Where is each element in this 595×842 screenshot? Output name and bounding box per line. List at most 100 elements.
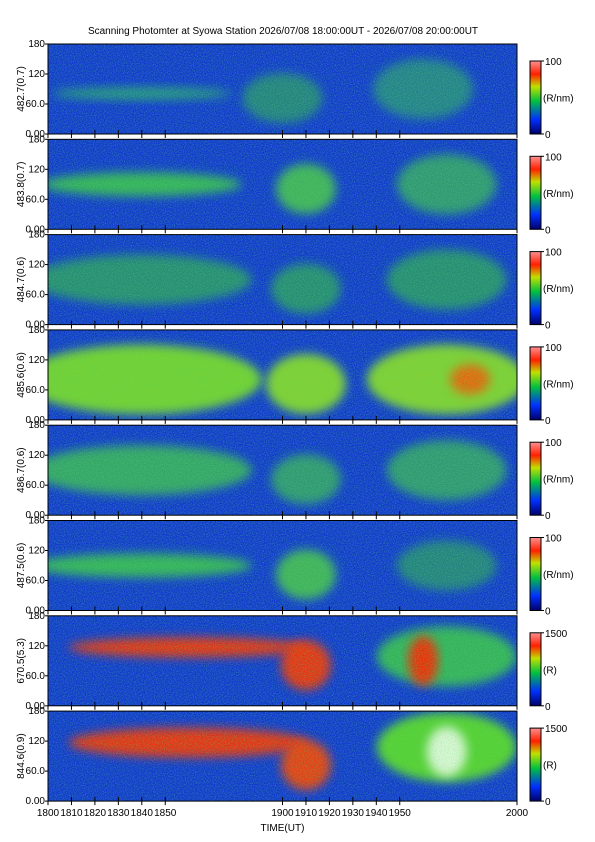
colorbar [529, 251, 542, 326]
panel: 0.00 60.0 120 180 1800 1810 1820 1830 1840 1850 19… [16, 706, 568, 819]
colorbar [529, 155, 542, 230]
panel: 0.00 60.0 120 180 485.6(0.6) 0 100 (R/nm) [16, 325, 574, 427]
x-tick-label: 1820 [84, 808, 107, 819]
y-tick-label: 120 [28, 641, 45, 652]
heatmap [48, 329, 517, 420]
colorbar [529, 441, 542, 516]
heatmap-noise [48, 711, 517, 802]
x-tick-label: 1920 [318, 808, 341, 819]
y-tick-label: 180 [28, 420, 45, 431]
heatmap-noise [48, 615, 517, 706]
heatmap-noise [48, 139, 517, 230]
y-tick-label: 120 [28, 736, 45, 747]
colorbar-label: (R/nm) [543, 379, 574, 390]
heatmap [48, 711, 517, 802]
colorbar-tick-label: 0 [545, 797, 551, 808]
x-tick-label: 1850 [154, 808, 177, 819]
y-axis-label: 487.5(0.6) [16, 543, 27, 589]
y-tick-label: 60.0 [26, 194, 46, 205]
colorbar-tick-label: 100 [545, 57, 562, 68]
y-tick-label: 180 [28, 230, 45, 241]
colorbar-tick-label: 100 [545, 438, 562, 449]
colorbar-label: (R/nm) [543, 189, 574, 200]
colorbar-tick-label: 0 [545, 225, 551, 236]
y-tick-label: 0.00 [26, 510, 46, 521]
colorbar-label: (R/nm) [543, 475, 574, 486]
x-tick-label: 1950 [389, 808, 412, 819]
y-tick-label: 0.00 [26, 224, 46, 235]
colorbar-tick-label: 0 [545, 416, 551, 427]
y-tick-label: 0.00 [26, 796, 46, 807]
colorbar-tick-label: 100 [545, 343, 562, 354]
y-tick-label: 60.0 [26, 290, 46, 301]
y-tick-label: 120 [28, 450, 45, 461]
heatmap [48, 44, 517, 134]
x-tick-label: 1830 [107, 808, 130, 819]
colorbar [529, 727, 542, 802]
heatmap-noise [48, 44, 517, 134]
y-tick-label: 60.0 [26, 576, 46, 587]
colorbar-label: (R) [543, 761, 557, 772]
colorbar-tick-label: 0 [545, 130, 551, 141]
heatmap [48, 234, 517, 325]
y-tick-label: 120 [28, 355, 45, 366]
colorbar-tick-label: 1500 [545, 724, 568, 735]
colorbar-label: (R) [543, 665, 557, 676]
y-axis-label: 670.5(5.3) [16, 638, 27, 684]
y-tick-label: 180 [28, 39, 45, 50]
panel: 0.00 60.0 120 180 486.7(0.6) 0 100 (R/nm) [16, 420, 574, 522]
y-tick-label: 60.0 [26, 480, 46, 491]
heatmap-noise [48, 425, 517, 516]
y-tick-label: 60.0 [26, 99, 46, 110]
panel: 0.00 60.0 120 180 670.5(5.3) 0 1500 (R) [16, 611, 568, 713]
panel: 0.00 60.0 120 180 483.8(0.7) 0 100 (R/nm) [16, 134, 574, 236]
y-tick-label: 0.00 [26, 606, 46, 617]
colorbar-tick-label: 0 [545, 702, 551, 713]
y-axis-label: 484.7(0.6) [16, 257, 27, 303]
colorbar [529, 60, 542, 135]
x-tick-label: 1810 [60, 808, 83, 819]
colorbar-tick-label: 1500 [545, 629, 568, 640]
x-tick-label: 1840 [131, 808, 154, 819]
y-tick-label: 120 [28, 164, 45, 175]
y-tick-label: 180 [28, 325, 45, 336]
y-tick-label: 120 [28, 69, 45, 80]
y-tick-label: 60.0 [26, 385, 46, 396]
x-tick-label: 1940 [365, 808, 388, 819]
heatmap-noise [48, 234, 517, 325]
y-axis-label: 483.8(0.7) [16, 162, 27, 208]
y-axis-label: 482.7(0.7) [16, 66, 27, 112]
colorbar-tick-label: 0 [545, 607, 551, 618]
heatmap [48, 425, 517, 516]
x-tick-label: 1900 [271, 808, 294, 819]
colorbar-label: (R/nm) [543, 94, 574, 105]
y-tick-label: 120 [28, 546, 45, 557]
heatmap-noise [48, 329, 517, 420]
x-tick-label: 2000 [506, 808, 529, 819]
colorbar-tick-label: 100 [545, 152, 562, 163]
x-tick-label: 1800 [37, 808, 60, 819]
y-tick-label: 0.00 [26, 129, 46, 140]
colorbar-tick-label: 0 [545, 511, 551, 522]
heatmap-noise [48, 520, 517, 611]
y-tick-label: 180 [28, 706, 45, 717]
colorbar-label: (R/nm) [543, 284, 574, 295]
colorbar-tick-label: 0 [545, 321, 551, 332]
colorbar-tick-label: 100 [545, 534, 562, 545]
y-tick-label: 120 [28, 260, 45, 271]
y-axis-label: 486.7(0.6) [16, 447, 27, 493]
y-tick-label: 0.00 [26, 701, 46, 712]
y-tick-label: 0.00 [26, 320, 46, 331]
colorbar [529, 632, 542, 707]
y-axis-label: 844.6(0.9) [16, 733, 27, 779]
y-tick-label: 180 [28, 611, 45, 622]
y-tick-label: 60.0 [26, 671, 46, 682]
y-axis-label: 485.6(0.6) [16, 352, 27, 398]
x-tick-label: 1910 [295, 808, 318, 819]
panel: 0.00 60.0 120 180 484.7(0.6) 0 100 (R/nm) [16, 230, 574, 332]
colorbar-tick-label: 100 [545, 248, 562, 259]
y-tick-label: 60.0 [26, 766, 46, 777]
x-axis-label: TIME(UT) [261, 823, 305, 834]
y-tick-label: 180 [28, 516, 45, 527]
